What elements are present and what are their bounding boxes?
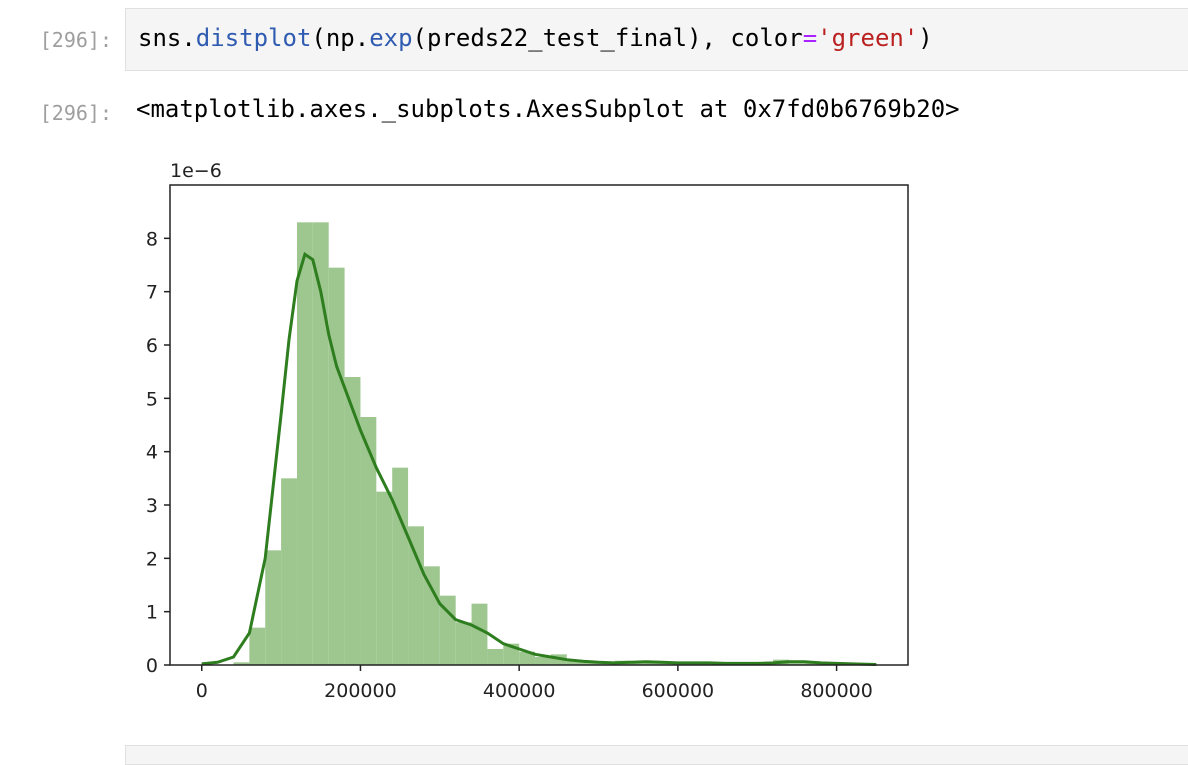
x-tick-label: 800000 (800, 680, 873, 702)
histogram-bar (519, 651, 536, 665)
histogram-bar (328, 267, 345, 665)
histogram-bar (646, 662, 662, 665)
y-axis-offset-text: 1e−6 (170, 160, 222, 182)
code-token: (preds22_test_final), color (412, 24, 803, 52)
y-tick-label: 1 (146, 602, 158, 624)
histogram-bar (487, 649, 504, 665)
y-tick-label: 0 (146, 655, 158, 677)
histogram-bar (582, 662, 599, 665)
x-tick-label: 0 (196, 680, 208, 702)
x-tick-label: 600000 (642, 680, 715, 702)
histogram-bar (423, 566, 440, 665)
code-token: (np. (311, 24, 370, 52)
histogram-bar (360, 417, 377, 665)
axes-frame (169, 184, 909, 666)
histogram-bar (471, 603, 488, 665)
kde-line (201, 251, 877, 666)
histogram-bar (408, 526, 424, 665)
y-tick-label: 5 (146, 388, 158, 410)
input-prompt: [296]: (39, 28, 112, 52)
histogram-bar (344, 377, 361, 665)
code-token-function: distplot (195, 24, 312, 52)
histogram-bar (281, 478, 297, 665)
code-token-operator: = (802, 24, 818, 52)
histogram-bar (535, 657, 551, 665)
output-text: <matplotlib.axes._subplots.AxesSubplot a… (136, 95, 960, 123)
histogram-bar (233, 662, 250, 665)
histogram-bar (376, 491, 393, 665)
histogram-bar (566, 659, 583, 665)
y-tick-label: 6 (146, 335, 158, 357)
histogram-bar (265, 550, 282, 665)
x-tick-label: 400000 (483, 680, 556, 702)
histogram-bar (788, 663, 805, 665)
distplot-chart: 0 200000 400000 600000 800000 0 1 2 3 4 5 6 7 8 1e−6 (146, 160, 909, 702)
code-token-function: exp (369, 24, 413, 52)
x-axis-ticks: 0 200000 400000 600000 800000 (196, 665, 873, 702)
x-tick-label: 200000 (324, 680, 397, 702)
code-token: sns. (138, 24, 196, 52)
histogram-bar (296, 222, 313, 665)
output-prompt: [296]: (39, 101, 112, 125)
histogram-bar (630, 663, 647, 665)
code-token: ) (918, 24, 933, 52)
histogram-bar (392, 467, 409, 665)
histogram-bar (662, 663, 678, 665)
histogram-bar (249, 627, 266, 665)
y-tick-label: 2 (146, 548, 158, 570)
y-tick-label: 8 (146, 228, 158, 250)
histogram-bar (312, 222, 329, 665)
y-tick-label: 4 (146, 442, 158, 464)
code-input-cell[interactable]: sns.distplot(np.exp(preds22_test_final),… (125, 8, 1188, 71)
histogram-bar (455, 622, 472, 665)
y-tick-label: 7 (146, 282, 158, 304)
code-token-string: 'green' (817, 24, 919, 52)
code-line[interactable]: sns.distplot(np.exp(preds22_test_final),… (138, 23, 933, 53)
next-code-cell[interactable] (125, 745, 1188, 765)
y-tick-label: 3 (146, 495, 158, 517)
histogram-bar (439, 595, 456, 665)
histogram-bars (233, 222, 869, 665)
y-axis-ticks: 0 1 2 3 4 5 6 7 8 (146, 228, 170, 677)
